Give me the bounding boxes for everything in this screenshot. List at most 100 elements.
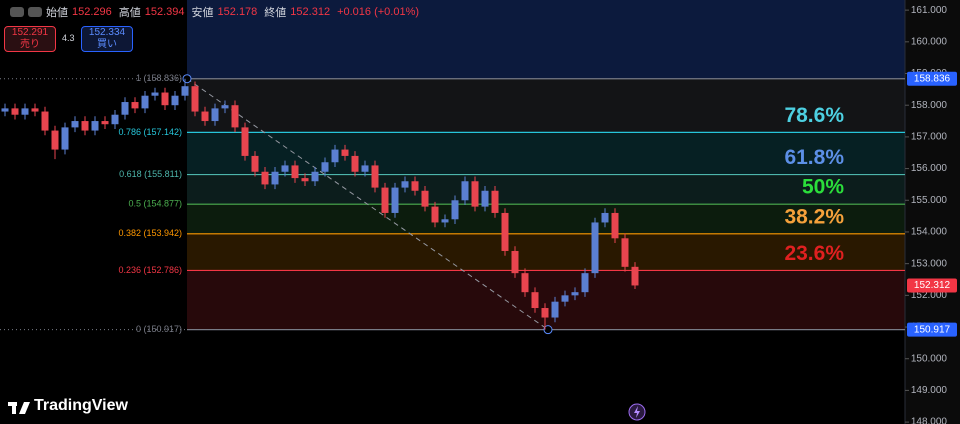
candle-body	[411, 181, 419, 191]
candle-body	[381, 187, 389, 213]
anchor-point	[543, 325, 553, 335]
candle-body	[461, 181, 469, 201]
candle-body	[401, 181, 409, 188]
buy-price: 152.334	[88, 27, 126, 38]
candle-body	[581, 273, 589, 293]
fib-percent: 38.2%	[784, 205, 844, 228]
price-badge-label: 152.312	[914, 280, 951, 291]
fib-zone	[187, 132, 905, 175]
candle-body	[491, 190, 499, 213]
y-tick-label: 153.000	[911, 258, 948, 269]
top-zone	[187, 0, 905, 79]
candle-body	[251, 155, 259, 172]
change: +0.016 (+0.01%)	[337, 6, 420, 18]
candle-body	[141, 95, 149, 109]
fib-label: 0 (150.917)	[136, 324, 182, 334]
candle-body	[451, 200, 459, 220]
price-badge	[907, 278, 957, 293]
candle-body	[121, 102, 129, 115]
candle-body	[361, 165, 369, 172]
fib-zone	[187, 204, 905, 234]
candle-body	[101, 121, 109, 125]
candle-body	[161, 92, 169, 106]
candle-body	[351, 155, 359, 172]
fib-zone	[187, 78, 905, 133]
candle-body	[81, 121, 89, 131]
fib-label: 0.618 (155.811)	[119, 169, 182, 179]
candle-body	[571, 292, 579, 296]
candle-body	[71, 121, 79, 128]
ohlc-value: 152.394	[144, 6, 185, 18]
logo-icon	[12, 402, 16, 414]
fib-label: 0.236 (152.786)	[118, 265, 182, 275]
buy-button[interactable]: 152.334 買い	[81, 26, 133, 52]
buy-label: 買い	[97, 39, 117, 50]
y-tick-label: 157.000	[911, 132, 948, 143]
candle-body	[611, 212, 619, 239]
ohlc-label: 終値	[264, 7, 287, 19]
y-tick-label: 158.000	[911, 100, 948, 111]
candle-body	[211, 108, 219, 122]
y-tick-label: 156.000	[911, 163, 948, 174]
candle-body	[421, 190, 429, 207]
candle-body	[181, 86, 189, 96]
candle-body	[261, 171, 269, 185]
candle-body	[341, 149, 349, 156]
anchor-point	[182, 74, 192, 84]
ohlc-label: 安値	[191, 7, 214, 19]
y-tick-label: 148.000	[911, 417, 948, 424]
candle-body	[221, 105, 229, 109]
fib-label: 1 (158.836)	[136, 73, 182, 83]
fib-label: 0.5 (154.877)	[128, 199, 182, 209]
candle-body	[131, 102, 139, 109]
y-tick-label: 152.000	[911, 290, 948, 301]
price-badge-label: 158.836	[914, 73, 951, 84]
price-badge	[907, 322, 957, 337]
sell-button[interactable]: 152.291 売り	[4, 26, 56, 52]
y-tick-label: 149.000	[911, 385, 948, 396]
ohlc-header: 始値 152.296 高値 152.394 安値 152.178 終値 152.312 +0.0…	[10, 4, 422, 20]
candle-body	[311, 171, 319, 182]
candle-body	[171, 95, 179, 106]
candle-body	[1, 108, 9, 112]
icon[interactable]	[10, 7, 24, 17]
ohlc-label: 始値	[46, 7, 68, 19]
y-tick-label: 155.000	[911, 195, 948, 206]
candle-body	[11, 108, 19, 115]
candle-body	[471, 181, 479, 207]
candle-body	[511, 250, 519, 274]
candle-body	[191, 86, 199, 112]
ohlc-value: 152.296	[72, 6, 112, 18]
icon[interactable]	[28, 7, 42, 17]
logo: TradingView	[34, 397, 128, 414]
fib-zone	[187, 233, 905, 271]
candle-body	[21, 108, 29, 115]
candle-body	[231, 105, 239, 128]
candle-body	[601, 212, 609, 223]
fib-percent: 50%	[802, 176, 844, 199]
candle-body	[151, 92, 159, 96]
y-tick-label: 160.000	[911, 36, 948, 47]
candle-body	[541, 308, 549, 318]
sell-label: 売り	[20, 39, 40, 50]
candle-body	[561, 295, 569, 302]
candle-body	[631, 266, 639, 286]
ohlc-label: 高値	[118, 7, 141, 19]
candle-body	[241, 127, 249, 156]
ohlc-value: 152.312	[290, 6, 331, 18]
candle-body	[621, 238, 629, 267]
fib-label: 0.786 (157.142)	[118, 127, 182, 137]
candle-body	[551, 301, 559, 318]
lightning-icon	[634, 406, 640, 418]
sell-price: 152.291	[11, 27, 49, 38]
candle-body	[281, 165, 289, 172]
candle-body	[91, 121, 99, 131]
price-badge-label: 150.917	[914, 324, 951, 335]
fib-percent: 78.6%	[784, 104, 844, 127]
fib-percent: 61.8%	[784, 146, 844, 169]
y-tick-label: 154.000	[911, 227, 948, 238]
fib-label: 0.382 (153.942)	[118, 228, 182, 238]
fib-zone	[187, 270, 905, 330]
